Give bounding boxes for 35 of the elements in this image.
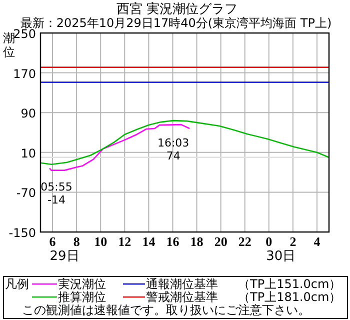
x-tick-label: 4: [314, 234, 321, 249]
y-tick-label: 170: [13, 66, 36, 81]
x-tick-label: 14: [142, 234, 156, 249]
text: この観測値は速報値です。取り扱いにご注意下さい。: [22, 303, 310, 317]
text: 29日: [50, 249, 80, 264]
y-tick-label: 90: [20, 106, 36, 121]
x-tick-label: 0: [266, 234, 272, 249]
x-tick-label: 18: [190, 234, 204, 249]
legend-label: 実況潮位: [58, 277, 106, 291]
x-tick-label: 6: [49, 234, 56, 249]
legend-label: 推算潮位: [58, 290, 106, 304]
x-tick-label: 8: [73, 234, 80, 249]
x-tick-label: 2: [290, 234, 296, 249]
ylabel: 潮位: [3, 31, 15, 59]
x-tick-label: 22: [238, 234, 252, 249]
x-tick-label: 20: [214, 234, 228, 249]
line-series: [40, 120, 330, 165]
chart-title: 西宮 実況潮位グラフ: [116, 1, 238, 17]
x-tick-label: 10: [94, 234, 108, 249]
legend-label: 通報潮位基準: [146, 277, 218, 291]
legend-label: 警戒潮位基準: [146, 290, 218, 304]
annotation: 16:03 74: [157, 136, 190, 163]
chart-subtitle: 最新：2025年10月29日17時40分(東京湾平均海面 TP上): [20, 16, 332, 30]
text: （TP上151.0cm）: [238, 277, 342, 291]
line-series: [48, 124, 190, 171]
annotation: 05:55 -14: [40, 180, 72, 206]
text: （TP上181.0cm）: [238, 290, 342, 304]
x-tick-label: 16: [166, 234, 180, 249]
y-tick-label: 250: [13, 27, 36, 41]
y-tick-label: 10: [20, 146, 36, 160]
legend-title: 凡例: [5, 277, 29, 291]
y-tick-label: -70: [16, 186, 36, 200]
text: 30日: [266, 249, 296, 264]
x-tick-label: 12: [118, 234, 132, 249]
y-tick-label: -150: [8, 226, 36, 240]
